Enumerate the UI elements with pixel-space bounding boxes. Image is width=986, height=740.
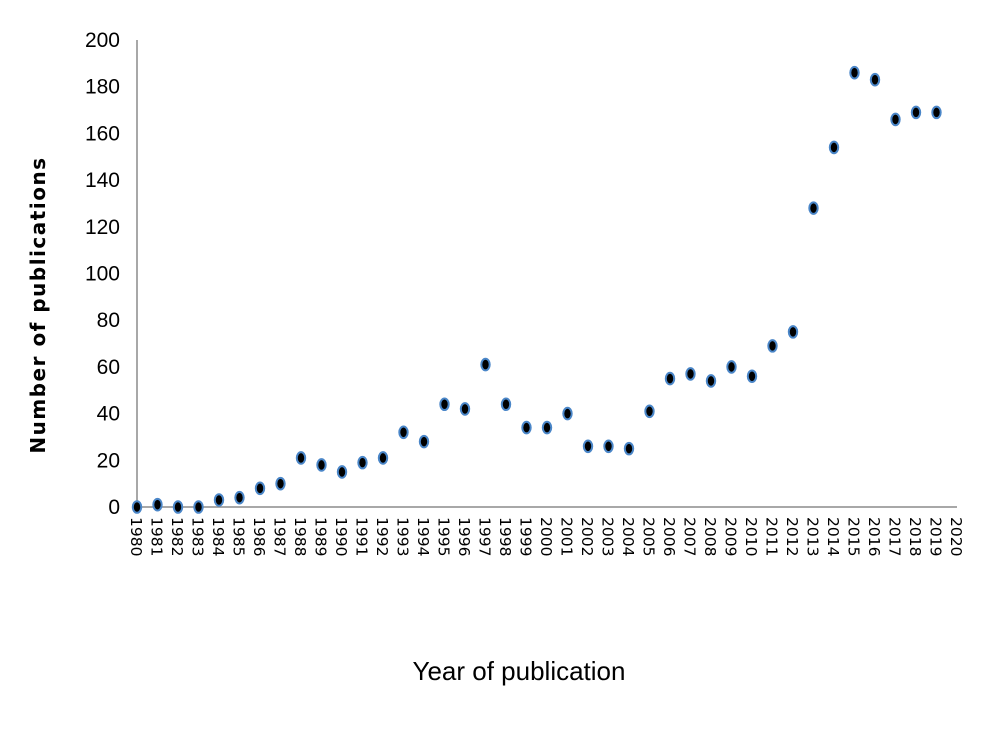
y-tick-label: 180 [85,76,120,99]
data-point-marker [500,397,512,412]
data-point-marker [193,500,204,514]
data-point-marker [910,105,922,120]
x-tick-label: 2018 [906,517,924,556]
y-axis-title: Number of publications [26,156,50,453]
data-point-marker [254,481,266,496]
data-point-marker [439,397,450,412]
x-tick-label: 1982 [168,517,186,556]
x-tick-label: 2007 [681,517,699,556]
y-tick-label: 0 [108,496,120,519]
data-point-marker [685,367,696,381]
x-tick-label: 1984 [209,517,227,556]
x-tick-label: 2013 [804,517,822,556]
x-tick-label: 2015 [845,517,863,556]
x-tick-label: 1991 [353,517,371,556]
data-point-marker [664,371,676,386]
data-point-marker [377,451,389,465]
data-point-marker [295,451,307,465]
x-tick-label: 1980 [127,517,145,556]
x-tick-label: 2005 [640,517,658,556]
data-point-marker [357,455,368,470]
x-tick-label: 1987 [271,517,289,556]
data-points [131,65,942,514]
data-point-marker [131,500,143,514]
y-tick-label: 120 [85,216,120,239]
data-point-marker [869,72,881,87]
x-tick-label: 2020 [947,517,965,556]
y-tick-label: 40 [97,403,120,426]
data-point-marker [828,140,840,155]
x-tick-label: 1985 [230,517,248,556]
x-tick-label: 2014 [824,517,842,556]
x-tick-label: 1981 [148,517,166,556]
data-point-marker [644,404,655,419]
data-point-marker [623,441,635,456]
data-point-marker [849,65,860,80]
data-point-marker [172,500,184,514]
data-point-marker [787,325,799,339]
data-point-marker [275,476,286,491]
x-tick-label: 1983 [189,517,207,556]
x-tick-label: 1988 [291,517,309,556]
data-point-marker [726,360,737,374]
data-point-marker [890,112,901,127]
y-tick-label: 80 [97,309,120,332]
x-tick-label: 2017 [886,517,904,556]
x-tick-label: 1986 [250,517,268,556]
y-tick-label: 160 [85,122,120,145]
x-tick-label: 2009 [722,517,740,556]
y-tick-label: 140 [85,169,120,192]
x-tick-label: 2010 [742,517,760,556]
x-tick-label: 2000 [537,517,555,556]
x-tick-label: 2001 [558,517,576,556]
x-tick-label: 1994 [414,517,432,556]
data-point-marker [152,497,163,512]
data-point-marker [459,402,471,416]
y-tick-label: 60 [97,356,120,379]
x-tick-label: 1992 [373,517,391,556]
x-tick-label: 2019 [927,517,945,556]
x-tick-label: 1996 [455,517,473,556]
y-tick-label: 200 [85,29,120,52]
data-point-marker [234,490,245,505]
x-tick-label: 1989 [312,517,330,556]
x-tick-label: 2008 [701,517,719,556]
data-point-marker [931,105,942,120]
y-axis-ticks: 0 20 40 60 80 100 120 140 160 180 200 [85,29,120,519]
data-point-marker [808,201,819,215]
y-tick-label: 20 [97,449,120,472]
x-axis-ticks: 1980 1981 1982 1983 1984 1985 1986 1987 1988 1989… [127,517,965,556]
x-tick-label: 1999 [517,517,535,556]
data-point-marker [398,425,409,440]
x-tick-label: 2006 [660,517,678,556]
data-point-marker [582,439,594,454]
data-point-marker [316,458,327,472]
x-tick-label: 2012 [783,517,801,556]
y-tick-label: 100 [85,263,120,286]
data-point-marker [480,357,491,372]
data-point-marker [521,420,532,435]
data-point-marker [562,406,573,421]
data-point-marker [603,439,614,454]
data-point-marker [705,374,717,388]
data-point-marker [746,369,758,384]
x-tick-label: 1993 [394,517,412,556]
data-point-marker [213,493,225,507]
data-point-marker [336,465,348,479]
x-tick-label: 1997 [476,517,494,556]
x-tick-label: 1990 [332,517,350,556]
x-tick-label: 1995 [435,517,453,556]
data-point-marker [541,420,553,435]
x-tick-label: 2016 [865,517,883,556]
x-axis-title: Year of publication [413,656,626,686]
data-point-marker [767,339,778,353]
data-point-marker [418,434,430,449]
x-tick-label: 2002 [578,517,596,556]
x-tick-label: 2011 [763,517,781,556]
x-tick-label: 1998 [496,517,514,556]
x-tick-label: 2004 [619,517,637,556]
x-tick-label: 2003 [599,517,617,556]
